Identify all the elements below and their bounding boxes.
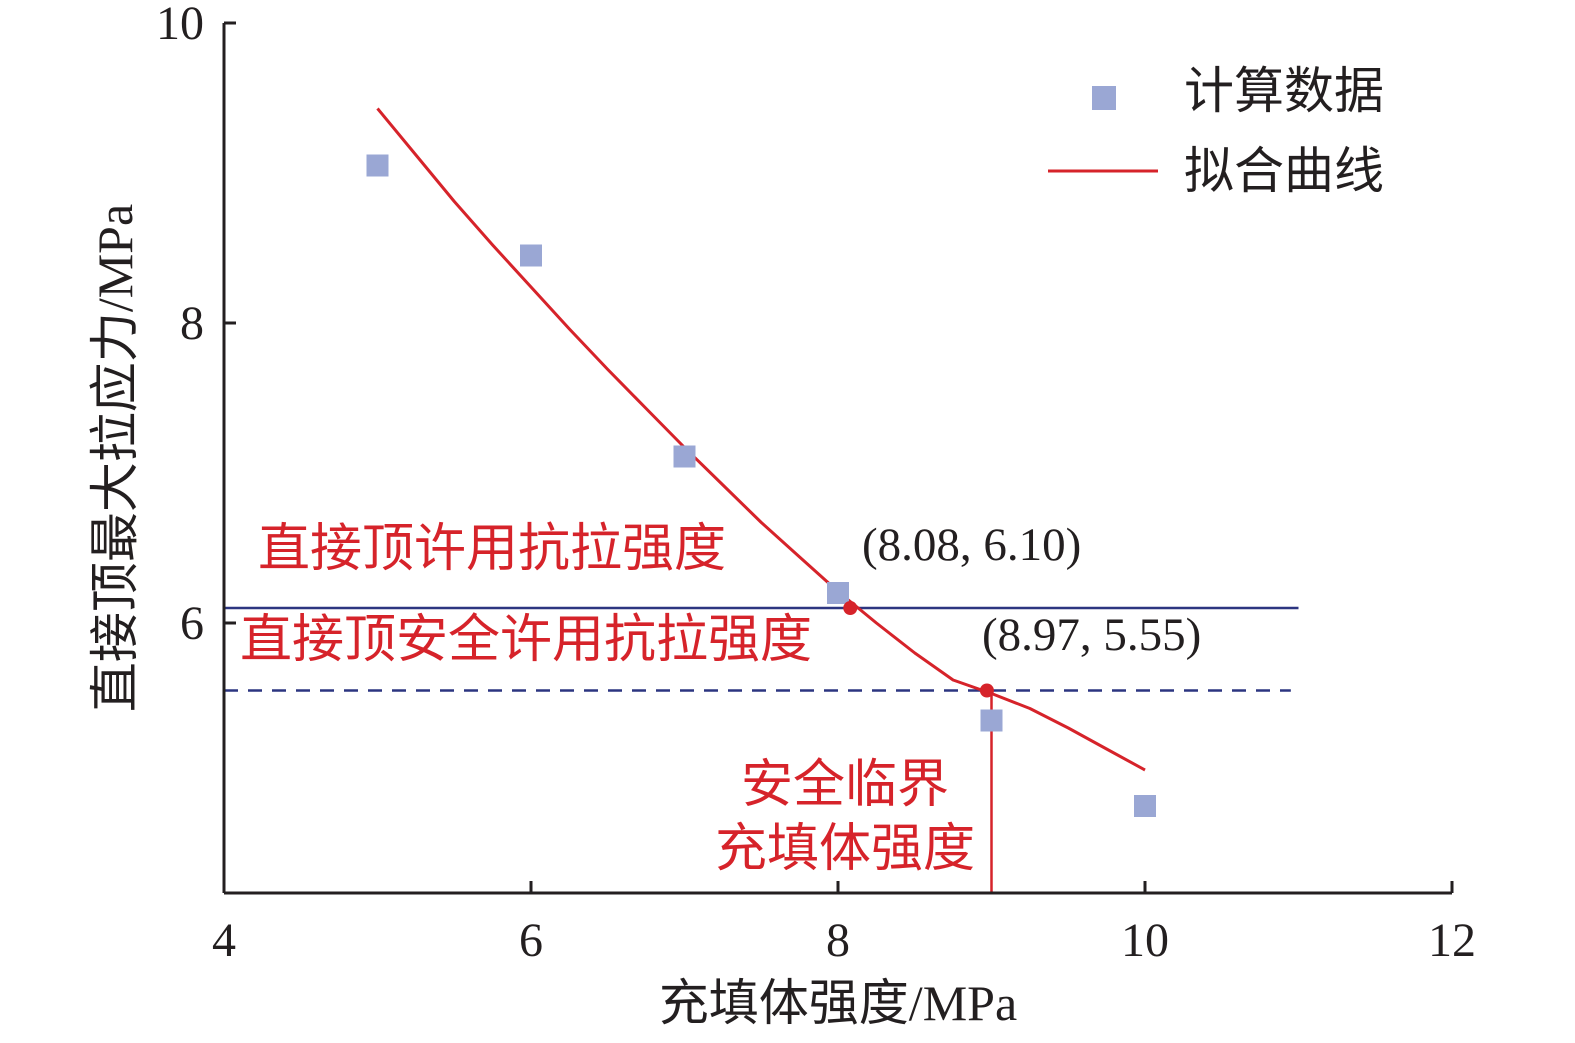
x-tick-label: 12 <box>1428 914 1476 967</box>
data-point <box>520 244 542 267</box>
data-point <box>827 582 849 604</box>
axis-ticks: 4 6 8 10 12 6 8 10 <box>156 0 1476 967</box>
y-tick-label: 10 <box>156 0 204 50</box>
data-point <box>673 445 696 468</box>
x-tick-label: 6 <box>519 914 543 967</box>
safe-line-label: 直接顶安全许用抗拉强度 <box>240 612 812 669</box>
fit-curve-line <box>376 107 1146 772</box>
plot-area <box>224 107 1299 893</box>
y-tick-label: 6 <box>180 597 204 650</box>
legend: 计算数据 拟合曲线 <box>1048 63 1384 199</box>
y-tick-label: 8 <box>180 297 204 350</box>
x-tick-label: 10 <box>1121 914 1169 967</box>
legend-scatter-marker <box>1092 86 1116 110</box>
allow-line-label: 直接顶许用抗拉强度 <box>258 521 726 578</box>
legend-fit-label: 拟合曲线 <box>1184 143 1384 199</box>
intersection-point <box>843 601 858 615</box>
legend-scatter-label: 计算数据 <box>1184 63 1384 119</box>
x-tick-label: 4 <box>212 914 236 967</box>
point-label-1: (8.08, 6.10) <box>862 519 1081 571</box>
point-label-2: (8.97, 5.55) <box>982 609 1201 661</box>
data-point <box>1134 795 1156 817</box>
data-point <box>366 154 389 177</box>
critical-label-line1: 安全临界 <box>741 757 949 814</box>
x-axis-label: 充填体强度/MPa <box>659 975 1017 1031</box>
x-tick-label: 8 <box>826 914 850 967</box>
data-point <box>980 709 1003 732</box>
y-axis-label: 直接顶最大拉应力/MPa <box>87 204 143 712</box>
critical-label-line2: 充填体强度 <box>715 821 975 878</box>
intersection-point <box>979 683 994 698</box>
